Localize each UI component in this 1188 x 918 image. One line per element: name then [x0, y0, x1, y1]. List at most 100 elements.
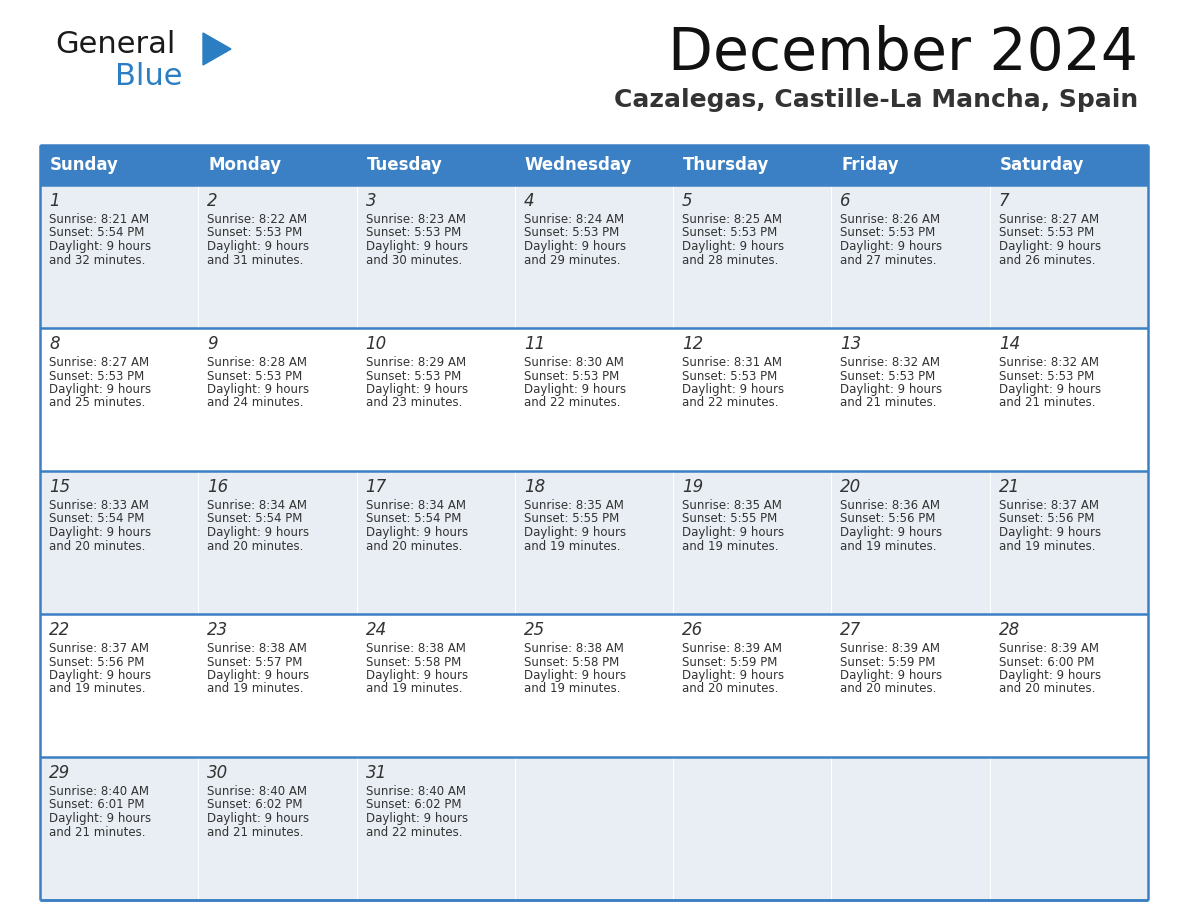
- Bar: [832, 328, 990, 471]
- Bar: [674, 757, 832, 900]
- Text: Sunset: 5:59 PM: Sunset: 5:59 PM: [682, 655, 777, 668]
- Bar: [990, 185, 1148, 328]
- Text: 12: 12: [682, 335, 703, 353]
- Text: 1: 1: [49, 192, 59, 210]
- Text: Daylight: 9 hours: Daylight: 9 hours: [366, 526, 468, 539]
- Bar: [514, 614, 674, 757]
- Text: Daylight: 9 hours: Daylight: 9 hours: [999, 526, 1101, 539]
- Text: Daylight: 9 hours: Daylight: 9 hours: [207, 240, 309, 253]
- Text: 19: 19: [682, 478, 703, 496]
- Text: Daylight: 9 hours: Daylight: 9 hours: [207, 812, 309, 825]
- Text: and 20 minutes.: and 20 minutes.: [682, 682, 778, 696]
- Text: Sunset: 6:01 PM: Sunset: 6:01 PM: [49, 799, 145, 812]
- Text: Sunset: 5:55 PM: Sunset: 5:55 PM: [524, 512, 619, 525]
- Text: Sunset: 5:53 PM: Sunset: 5:53 PM: [999, 227, 1094, 240]
- Text: Daylight: 9 hours: Daylight: 9 hours: [682, 240, 784, 253]
- Text: Sunrise: 8:23 AM: Sunrise: 8:23 AM: [366, 213, 466, 226]
- Text: 26: 26: [682, 621, 703, 639]
- Bar: [832, 471, 990, 614]
- Bar: [356, 328, 514, 471]
- Text: and 22 minutes.: and 22 minutes.: [366, 825, 462, 838]
- Text: and 21 minutes.: and 21 minutes.: [840, 397, 937, 409]
- Text: 11: 11: [524, 335, 545, 353]
- Bar: [40, 145, 198, 185]
- Text: Daylight: 9 hours: Daylight: 9 hours: [366, 383, 468, 396]
- Text: Daylight: 9 hours: Daylight: 9 hours: [49, 669, 151, 682]
- Bar: [832, 185, 990, 328]
- Text: 6: 6: [840, 192, 851, 210]
- Text: Sunset: 5:54 PM: Sunset: 5:54 PM: [49, 512, 145, 525]
- Text: Sunrise: 8:32 AM: Sunrise: 8:32 AM: [999, 356, 1099, 369]
- Text: and 22 minutes.: and 22 minutes.: [682, 397, 778, 409]
- Text: Sunrise: 8:35 AM: Sunrise: 8:35 AM: [682, 499, 782, 512]
- Text: Sunrise: 8:31 AM: Sunrise: 8:31 AM: [682, 356, 782, 369]
- Text: Daylight: 9 hours: Daylight: 9 hours: [524, 526, 626, 539]
- Text: 15: 15: [49, 478, 70, 496]
- Text: and 30 minutes.: and 30 minutes.: [366, 253, 462, 266]
- Text: Daylight: 9 hours: Daylight: 9 hours: [366, 240, 468, 253]
- Bar: [514, 145, 674, 185]
- Text: 13: 13: [840, 335, 861, 353]
- Text: and 25 minutes.: and 25 minutes.: [49, 397, 145, 409]
- Text: 22: 22: [49, 621, 70, 639]
- Text: 31: 31: [366, 764, 387, 782]
- Text: and 27 minutes.: and 27 minutes.: [840, 253, 937, 266]
- Text: Wednesday: Wednesday: [525, 156, 632, 174]
- Text: 4: 4: [524, 192, 535, 210]
- Text: Daylight: 9 hours: Daylight: 9 hours: [49, 812, 151, 825]
- Text: 21: 21: [999, 478, 1020, 496]
- Bar: [990, 471, 1148, 614]
- Text: Daylight: 9 hours: Daylight: 9 hours: [682, 669, 784, 682]
- Text: Daylight: 9 hours: Daylight: 9 hours: [49, 526, 151, 539]
- Text: and 20 minutes.: and 20 minutes.: [999, 682, 1095, 696]
- Bar: [40, 328, 198, 471]
- Text: Blue: Blue: [115, 62, 183, 91]
- Text: Sunrise: 8:26 AM: Sunrise: 8:26 AM: [840, 213, 941, 226]
- Text: Sunrise: 8:37 AM: Sunrise: 8:37 AM: [49, 642, 148, 655]
- Text: Sunset: 5:53 PM: Sunset: 5:53 PM: [682, 227, 777, 240]
- Text: Sunset: 5:53 PM: Sunset: 5:53 PM: [682, 370, 777, 383]
- Text: Daylight: 9 hours: Daylight: 9 hours: [840, 669, 942, 682]
- Text: and 22 minutes.: and 22 minutes.: [524, 397, 620, 409]
- Text: Sunrise: 8:24 AM: Sunrise: 8:24 AM: [524, 213, 624, 226]
- Text: Sunrise: 8:40 AM: Sunrise: 8:40 AM: [49, 785, 148, 798]
- Text: Sunset: 5:53 PM: Sunset: 5:53 PM: [207, 227, 303, 240]
- Text: Sunrise: 8:29 AM: Sunrise: 8:29 AM: [366, 356, 466, 369]
- Text: Sunrise: 8:27 AM: Sunrise: 8:27 AM: [999, 213, 1099, 226]
- Polygon shape: [203, 33, 230, 65]
- Text: and 19 minutes.: and 19 minutes.: [840, 540, 937, 553]
- Text: Daylight: 9 hours: Daylight: 9 hours: [999, 240, 1101, 253]
- Text: Sunrise: 8:25 AM: Sunrise: 8:25 AM: [682, 213, 782, 226]
- Text: Sunset: 5:57 PM: Sunset: 5:57 PM: [207, 655, 303, 668]
- Text: Sunrise: 8:35 AM: Sunrise: 8:35 AM: [524, 499, 624, 512]
- Text: Daylight: 9 hours: Daylight: 9 hours: [524, 240, 626, 253]
- Text: 2: 2: [207, 192, 217, 210]
- Text: and 19 minutes.: and 19 minutes.: [524, 682, 620, 696]
- Bar: [514, 185, 674, 328]
- Text: and 32 minutes.: and 32 minutes.: [49, 253, 145, 266]
- Text: Daylight: 9 hours: Daylight: 9 hours: [999, 669, 1101, 682]
- Text: Daylight: 9 hours: Daylight: 9 hours: [524, 383, 626, 396]
- Text: Sunset: 5:54 PM: Sunset: 5:54 PM: [49, 227, 145, 240]
- Text: Monday: Monday: [208, 156, 282, 174]
- Text: Sunset: 5:55 PM: Sunset: 5:55 PM: [682, 512, 777, 525]
- Text: 8: 8: [49, 335, 59, 353]
- Bar: [990, 145, 1148, 185]
- Bar: [198, 757, 356, 900]
- Bar: [198, 185, 356, 328]
- Text: Sunset: 6:02 PM: Sunset: 6:02 PM: [366, 799, 461, 812]
- Text: Sunrise: 8:39 AM: Sunrise: 8:39 AM: [999, 642, 1099, 655]
- Text: Sunset: 6:00 PM: Sunset: 6:00 PM: [999, 655, 1094, 668]
- Text: Daylight: 9 hours: Daylight: 9 hours: [840, 383, 942, 396]
- Bar: [674, 614, 832, 757]
- Text: 7: 7: [999, 192, 1010, 210]
- Text: and 21 minutes.: and 21 minutes.: [207, 825, 304, 838]
- Text: and 21 minutes.: and 21 minutes.: [49, 825, 145, 838]
- Text: and 19 minutes.: and 19 minutes.: [49, 682, 145, 696]
- Text: Sunrise: 8:36 AM: Sunrise: 8:36 AM: [840, 499, 941, 512]
- Bar: [990, 614, 1148, 757]
- Text: Sunset: 5:56 PM: Sunset: 5:56 PM: [49, 655, 145, 668]
- Text: 30: 30: [207, 764, 228, 782]
- Bar: [40, 614, 198, 757]
- Text: and 20 minutes.: and 20 minutes.: [840, 682, 937, 696]
